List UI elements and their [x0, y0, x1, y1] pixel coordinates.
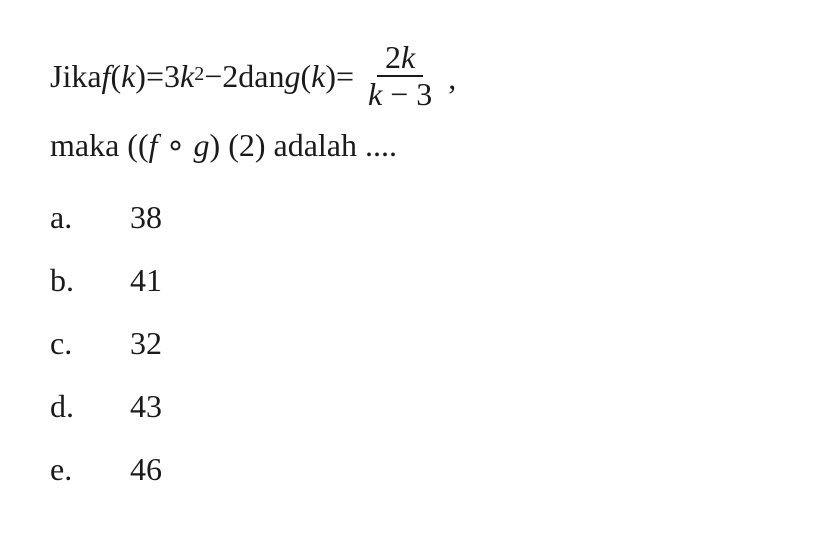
- constant-2: 2: [222, 51, 238, 102]
- equals-sign-2: =: [336, 51, 354, 102]
- text-dan: dan: [238, 51, 284, 102]
- function-g-2: g: [194, 127, 210, 163]
- option-letter: b.: [50, 255, 110, 306]
- option-value: 41: [130, 255, 162, 306]
- text-adalah: ) (2) adalah ....: [210, 127, 397, 163]
- close-paren-2: ): [325, 51, 336, 102]
- coefficient-3: 3: [164, 51, 180, 102]
- open-paren-2: (: [300, 51, 311, 102]
- num-coeff: 2: [385, 39, 401, 75]
- function-g: g: [284, 51, 300, 102]
- fraction-numerator: 2k: [377, 40, 423, 77]
- exponent-2: 2: [194, 58, 204, 90]
- question-line-1: Jika f ( k ) = 3 k 2 − 2 dan g ( k ) = 2…: [50, 40, 772, 112]
- option-c: c. 32: [50, 318, 772, 369]
- math-question: Jika f ( k ) = 3 k 2 − 2 dan g ( k ) = 2…: [50, 40, 772, 496]
- option-value: 32: [130, 318, 162, 369]
- option-e: e. 46: [50, 444, 772, 495]
- variable-k: k: [121, 51, 135, 102]
- fraction-expression: 2k k − 3: [360, 40, 440, 112]
- option-b: b. 41: [50, 255, 772, 306]
- trailing-comma: ,: [448, 53, 456, 104]
- variable-k-squared: k: [180, 51, 194, 102]
- option-letter: a.: [50, 192, 110, 243]
- option-value: 43: [130, 381, 162, 432]
- denom-var: k: [368, 76, 382, 112]
- option-value: 46: [130, 444, 162, 495]
- minus-operator: −: [204, 51, 222, 102]
- option-letter: e.: [50, 444, 110, 495]
- text-jika: Jika: [50, 51, 102, 102]
- option-d: d. 43: [50, 381, 772, 432]
- fraction-denominator: k − 3: [360, 77, 440, 112]
- text-maka: maka ((: [50, 127, 149, 163]
- function-f: f: [102, 51, 111, 102]
- option-a: a. 38: [50, 192, 772, 243]
- variable-k-2: k: [311, 51, 325, 102]
- compose-operator: ∘: [158, 127, 194, 163]
- option-value: 38: [130, 192, 162, 243]
- open-paren: (: [110, 51, 121, 102]
- equals-sign: =: [146, 51, 164, 102]
- function-f-2: f: [149, 127, 158, 163]
- close-paren: ): [135, 51, 146, 102]
- question-line-2: maka ((f ∘ g) (2) adalah ....: [50, 120, 772, 171]
- answer-options: a. 38 b. 41 c. 32 d. 43 e. 46: [50, 192, 772, 496]
- denom-minus: −: [382, 76, 416, 112]
- denom-const: 3: [416, 76, 432, 112]
- num-var: k: [401, 39, 415, 75]
- option-letter: c.: [50, 318, 110, 369]
- option-letter: d.: [50, 381, 110, 432]
